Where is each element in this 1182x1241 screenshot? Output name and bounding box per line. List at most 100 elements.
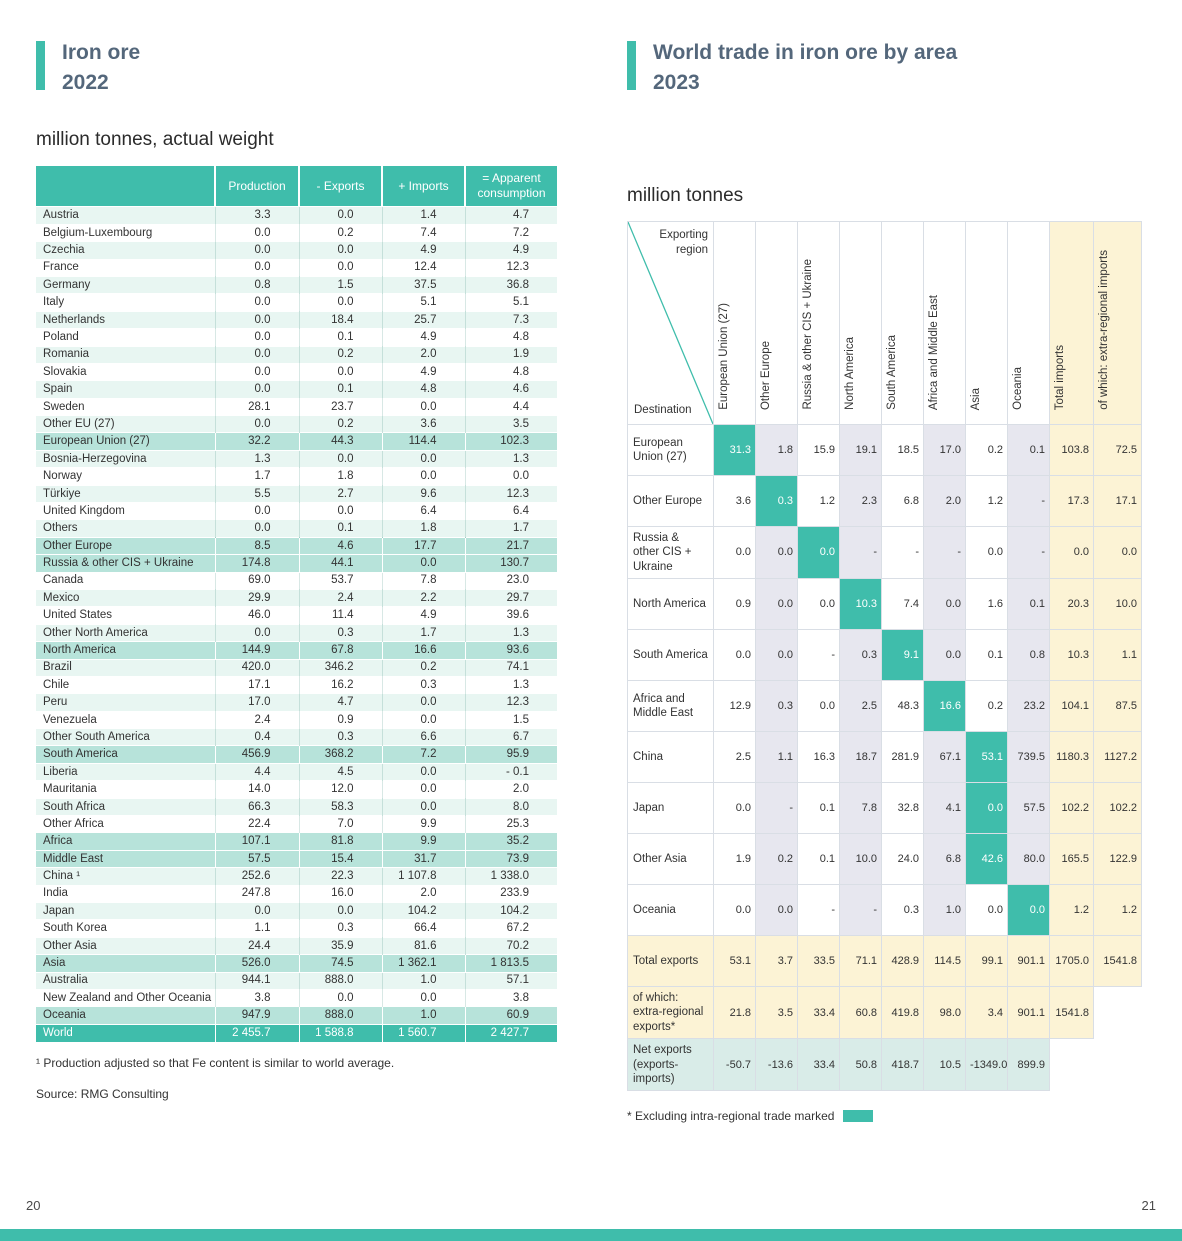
row-label: Russia & other CIS + Ukraine — [36, 554, 215, 573]
iron-ore-table-header: Production - Exports + Imports = Apparent c… — [36, 165, 557, 207]
row-label: United States — [43, 609, 113, 622]
value-cell: 0.0 — [298, 902, 382, 920]
empty-cell — [1049, 1038, 1094, 1091]
matrix-cell: 17.0 — [923, 423, 966, 476]
value-cell: 12.3 — [464, 693, 557, 712]
value-cell: 0.0 — [298, 450, 382, 468]
value-cell: 4.4 — [214, 763, 299, 781]
row-label: South Africa — [36, 798, 215, 816]
matrix-cell: 0.0 — [755, 525, 798, 580]
value-cell: 4.8 — [464, 328, 557, 346]
value-cell: - 0.1 — [464, 763, 557, 781]
row-label: Germany — [36, 276, 215, 294]
value-cell: 0.0 — [214, 241, 299, 260]
table-row: Liberia 4.4 4.5 0.0- 0.1 — [36, 763, 557, 781]
value-cell: 0.0 — [214, 363, 299, 381]
value-cell: 3.6 — [381, 415, 465, 433]
row-label: Africa — [36, 832, 215, 851]
matrix-cell: 16.3 — [797, 731, 840, 783]
table-row: Austria 3.3 0.0 1.4 4.7 — [36, 206, 557, 225]
table-row: Brazil 420.0 346.2 0.2 74.1 — [36, 659, 557, 677]
matrix-cell: 50.8 — [839, 1038, 882, 1092]
matrix-cell: 0.1 — [797, 833, 840, 885]
value-cell: 233.9 — [464, 885, 557, 903]
row-label: Oceania — [36, 1006, 215, 1025]
value-cell: 8.0 — [464, 798, 557, 816]
matrix-cell: 33.5 — [797, 935, 840, 987]
table-row: China ¹ 252.6 22.3 1 107.8 1 338.0 — [36, 867, 557, 886]
row-label: Bosnia-Herzegovina — [36, 450, 215, 468]
matrix-cell: 0.0 — [713, 884, 756, 936]
value-cell: 104.2 — [464, 902, 557, 920]
value-cell: 4.9 — [381, 328, 465, 346]
matrix-row-label: Africa and Middle East — [627, 680, 714, 732]
value-cell: 31.7 — [381, 850, 465, 868]
rotated-header-text: European Union (27) — [718, 303, 730, 410]
matrix-cell: 0.3 — [881, 884, 924, 936]
matrix-row: European Union (27) 31.3 1.8 15.9 19.1 18.5 17… — [627, 423, 1142, 476]
matrix-cell: 0.3 — [839, 629, 882, 681]
value-cell: 35.9 — [298, 937, 382, 955]
matrix-cell: 48.3 — [881, 680, 924, 732]
value-cell: 7.8 — [381, 572, 465, 590]
source-note: Source: RMG Consulting — [36, 1086, 169, 1101]
value-cell: 0.2 — [381, 659, 465, 677]
row-label: Other Africa — [43, 817, 104, 830]
value-cell: 37.5 — [381, 276, 465, 294]
matrix-column-header: North America — [839, 220, 882, 425]
rotated-header-text: of which: extra-regional imports — [1098, 250, 1110, 410]
matrix-row-label: China — [627, 731, 714, 783]
matrix-cell: 165.5 — [1049, 833, 1094, 885]
value-cell: 35.2 — [464, 832, 557, 851]
empty-cell — [1093, 986, 1142, 1039]
matrix-cell: 0.0 — [755, 578, 798, 630]
matrix-cell: 901.1 — [1007, 935, 1050, 987]
value-cell: 81.6 — [381, 937, 465, 955]
value-cell: 1.8 — [298, 467, 382, 486]
matrix-cell: 1.1 — [755, 731, 798, 783]
value-cell: 4.9 — [381, 363, 465, 381]
matrix-cell: 0.9 — [713, 578, 756, 630]
row-label: Poland — [43, 330, 79, 343]
matrix-row-label: of which: extra-regional exports* — [627, 985, 714, 1040]
table-row: Romania 0.0 0.2 2.0 1.9 — [36, 346, 557, 364]
matrix-cell: 418.7 — [881, 1038, 924, 1092]
matrix-row-label: Russia & other CIS + Ukraine — [627, 525, 714, 580]
value-cell: 252.6 — [214, 867, 299, 886]
value-cell: 5.1 — [381, 293, 465, 312]
value-cell: 16.2 — [298, 676, 382, 694]
row-label: Venezuela — [43, 713, 97, 726]
right-title-line1: World trade in iron ore by area — [653, 41, 958, 64]
table-row: Norway 1.7 1.8 0.0 0.0 — [36, 467, 557, 486]
destination-label: Destination — [634, 403, 692, 416]
value-cell: 0.0 — [214, 902, 299, 920]
value-cell: 57.5 — [214, 850, 299, 868]
matrix-cell: 102.2 — [1049, 782, 1094, 834]
value-cell: 0.0 — [298, 259, 382, 277]
matrix-cell: 2.5 — [839, 680, 882, 732]
value-cell: 9.9 — [381, 815, 465, 833]
right-title-accent-bar — [627, 41, 636, 90]
table-row: Middle East 57.5 15.4 31.7 73.9 — [36, 850, 557, 868]
matrix-cell: 1.1 — [1093, 629, 1142, 681]
table-row: Chile 17.1 16.2 0.3 1.3 — [36, 676, 557, 694]
matrix-cell: 0.0 — [797, 525, 840, 580]
left-footnote: ¹ Production adjusted so that Fe content… — [36, 1055, 395, 1070]
value-cell: 57.1 — [464, 972, 557, 990]
table-row: Asia 526.0 74.5 1 362.1 1 813.5 — [36, 954, 557, 973]
matrix-cell: 3.5 — [755, 985, 798, 1040]
matrix-cell: 67.1 — [923, 731, 966, 783]
value-cell: 16.0 — [298, 885, 382, 903]
matrix-cell: 0.8 — [1007, 629, 1050, 681]
matrix-row-label: Japan — [627, 782, 714, 834]
table-row: Australia 944.1 888.0 1.0 57.1 — [36, 972, 557, 990]
row-label: Sweden — [43, 400, 85, 413]
value-cell: 22.3 — [298, 867, 382, 886]
matrix-cell: 0.0 — [965, 525, 1008, 580]
matrix-cell: 71.1 — [839, 935, 882, 987]
value-cell: 23.7 — [298, 398, 382, 416]
matrix-cell: 10.0 — [1093, 578, 1142, 630]
table-row: India 247.8 16.0 2.0 233.9 — [36, 885, 557, 903]
value-cell: 0.0 — [381, 554, 465, 573]
value-cell: 53.7 — [298, 572, 382, 590]
